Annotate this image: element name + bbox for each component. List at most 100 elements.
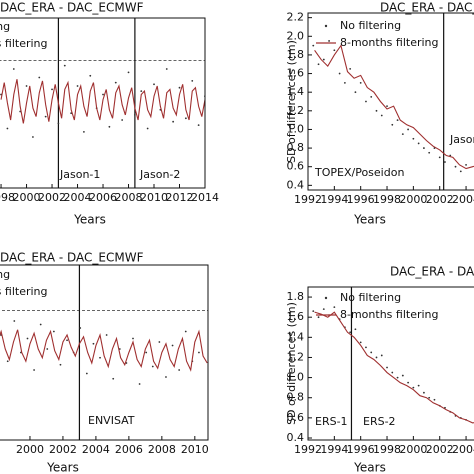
x-tick-label: 2002 [38,191,66,204]
legend-label: No filtering [340,291,401,304]
y-tick-label: 1.8 [287,290,305,303]
x-tick-label: 2014 [191,191,219,204]
x-tick-label: 2000 [13,191,41,204]
data-point [354,91,357,94]
y-tick-label: 0.8 [287,141,305,154]
x-tick-label: 1992 [294,443,322,456]
chart-title: DAC_ERA - DAC_ECMWF [380,1,474,15]
data-point [146,127,149,130]
annotation: TOPEX/Poseidon [314,166,404,179]
data-point [158,341,161,343]
plot-area [0,265,208,440]
x-tick-label: 1998 [0,191,15,204]
panel: 1992199419961998200020022004 0.4 0.6 0.8 1.0… [285,265,474,474]
x-axis-label: Years [353,213,386,227]
data-point [92,342,95,345]
data-point [338,72,341,75]
y-tick-label: 0.6 [287,411,305,424]
data-point [165,376,167,378]
data-point [365,100,367,103]
data-point [44,115,47,118]
data-point [151,365,154,368]
y-tick-label: 0.8 [287,391,305,404]
y-tick-label: 1.4 [287,85,305,98]
panel: 199820002002200420062008201020122014 DAC_… [0,1,219,227]
data-point [375,356,378,359]
annotation: Jason [449,133,474,146]
series-line [314,44,474,170]
data-point [412,137,415,140]
data-point [46,348,49,350]
annotation: ENVISAT [88,414,135,427]
data-point [172,120,175,123]
x-tick-label: 2002 [49,443,77,456]
data-point [428,396,431,399]
data-point [370,95,373,98]
panel: 1992199419961998200020022004 0.4 0.6 0.8 1.0… [285,1,474,227]
data-point [380,354,383,357]
y-tick-label: 1.2 [287,104,305,117]
data-point [354,328,357,331]
plot-area [312,287,474,440]
data-point [6,360,9,363]
data-point [359,341,362,344]
x-tick-label: 1996 [347,193,375,206]
plot-area [312,13,474,190]
data-point [198,351,200,354]
data-point [343,81,346,84]
y-tick-label: 0.4 [287,431,305,444]
data-point [140,90,143,92]
annotation: ERS-1 [315,415,348,428]
data-point [51,88,53,91]
y-tick-label: 1.8 [287,48,305,61]
data-point [52,330,55,333]
plot-frame [307,286,474,441]
plot-area [0,18,205,188]
x-tick-label: 2004 [452,193,474,206]
x-tick-label: 2000 [399,443,427,456]
data-point [114,81,117,84]
y-tick-label: 0.4 [287,178,305,191]
data-point [412,386,415,389]
data-point [349,331,352,334]
series-line [314,311,474,424]
data-point [375,109,378,112]
data-point [465,163,467,166]
data-point [39,323,42,326]
data-point [26,337,29,340]
data-point [33,369,35,371]
panel: 2000 2002 2004 2006 2008 2010 DAC_ERA - DAC_EC… [0,251,209,474]
chart-title: DAC_ERA - DAC_ECMWF [390,265,474,279]
x-tick-label: 2012 [166,191,194,204]
data-point [184,330,187,333]
x-tick-label: 1996 [347,443,375,456]
data-point [12,68,15,70]
data-point [391,371,394,374]
chart-title: DAC_ERA - DAC_ECMWF [0,251,144,265]
legend-swatch [324,24,328,28]
y-axis-label: SD of differences (cm) [285,302,298,425]
plot-frame [307,12,474,191]
data-point [99,356,101,359]
data-point [13,320,16,322]
data-point [423,147,425,149]
data-point [138,383,141,385]
data-point [370,351,373,354]
data-point [133,114,136,116]
annotation: Jason-1 [59,168,100,181]
legend-swatch [324,296,328,300]
x-tick-label: 2008 [148,443,176,456]
plot-frame [0,17,206,189]
series-line [0,329,208,372]
y-tick-label: 1.2 [287,350,305,363]
data-point [401,374,404,377]
data-point [66,339,68,342]
y-tick-label: 0.6 [287,160,305,173]
x-tick-label: 1998 [373,193,401,206]
x-tick-label: 2010 [140,191,168,204]
data-point [438,156,441,159]
x-axis-label: Years [46,461,79,474]
x-tick-label: 2002 [426,443,454,456]
y-tick-label: 1.6 [287,310,305,323]
x-tick-label: 2004 [82,443,110,456]
